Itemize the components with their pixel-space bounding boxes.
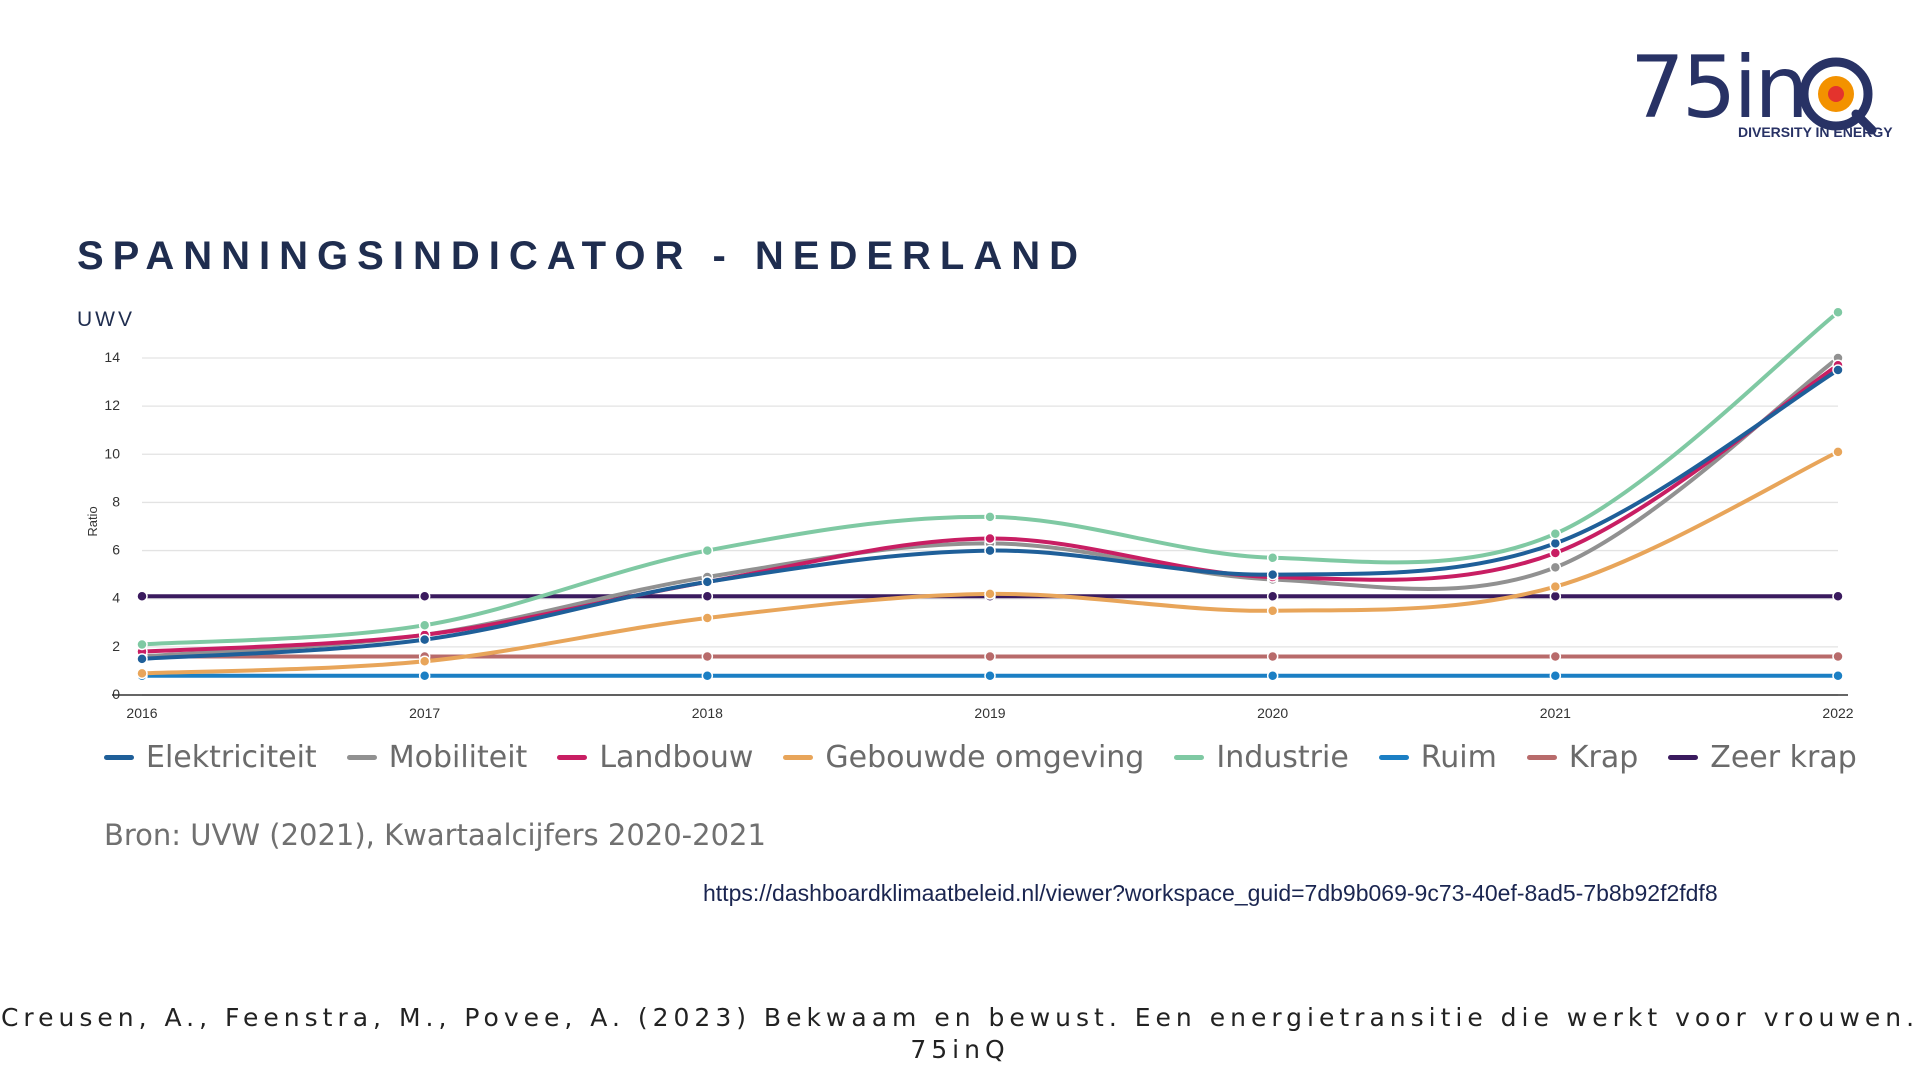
legend-item: Mobiliteit	[346, 740, 528, 775]
data-point	[1549, 561, 1562, 574]
legend-label: Krap	[1568, 740, 1639, 775]
logo-text: 75in	[1630, 38, 1809, 138]
source-link[interactable]: https://dashboardklimaatbeleid.nl/viewer…	[703, 880, 1718, 906]
data-point	[1832, 590, 1844, 603]
y-tick-label: 14	[104, 349, 120, 365]
legend-swatch	[783, 755, 814, 760]
data-point	[1549, 590, 1562, 603]
legend-swatch	[1526, 755, 1557, 760]
data-point	[1266, 605, 1279, 617]
data-point	[136, 667, 148, 680]
data-point	[418, 590, 431, 603]
data-point	[136, 638, 148, 651]
data-point	[418, 669, 431, 682]
data-point	[984, 511, 996, 523]
legend-item: Gebouwde omgeving	[783, 740, 1144, 775]
data-point	[418, 633, 431, 646]
x-tick-label: 2016	[126, 705, 157, 721]
data-source-label: UWV	[77, 308, 135, 331]
data-point	[1266, 590, 1279, 603]
logo-subtitle: DIVERSITY IN ENERGY	[1738, 124, 1893, 140]
data-point	[1832, 364, 1844, 376]
data-point	[984, 588, 996, 600]
y-tick-label: 0	[112, 686, 120, 702]
data-point	[984, 532, 996, 545]
data-point	[1832, 669, 1844, 682]
legend-swatch	[1378, 755, 1409, 760]
data-point	[1549, 580, 1562, 593]
data-point	[418, 619, 431, 631]
legend-item: Krap	[1526, 740, 1639, 775]
data-point	[1549, 669, 1562, 682]
line-chart: 0 2 4 6 8 10 12 14 2016 2017 2018 2019 2020 2021 2022 R…	[85, 306, 1854, 721]
data-point	[136, 653, 148, 665]
data-point	[701, 612, 714, 624]
legend-label: Zeer krap	[1710, 740, 1857, 775]
y-tick-label: 12	[104, 397, 120, 413]
data-point	[1549, 527, 1562, 540]
y-tick-label: 10	[104, 445, 120, 461]
data-point	[1266, 650, 1279, 663]
legend-label: Gebouwde omgeving	[825, 740, 1145, 775]
y-axis-label: Ratio	[85, 506, 100, 536]
y-tick-label: 8	[112, 493, 120, 509]
legend-swatch	[1668, 755, 1699, 760]
legend-label: Elektriciteit	[146, 740, 317, 775]
legend-swatch	[346, 755, 377, 760]
legend-item: Landbouw	[557, 740, 753, 775]
data-point	[136, 590, 148, 603]
legend-swatch	[1174, 755, 1205, 760]
legend-item: Industrie	[1174, 740, 1349, 775]
x-tick-label: 2020	[1257, 705, 1288, 721]
logo: 75in DIVERSITY IN ENERGY	[1630, 38, 1893, 150]
legend-item: Ruim	[1378, 740, 1497, 775]
citation-line-2: 75inQ	[910, 1035, 1010, 1064]
legend-swatch	[104, 755, 134, 760]
source-note: Bron: UVW (2021), Kwartaalcijfers 2020-2…	[104, 818, 766, 852]
data-point	[1549, 547, 1562, 559]
data-point	[701, 590, 714, 603]
x-tick-label: 2017	[409, 705, 440, 721]
citation: Creusen, A., Feenstra, M., Povee, A. (20…	[0, 1002, 1920, 1066]
y-tick-label: 6	[112, 542, 120, 558]
data-point	[418, 655, 431, 668]
x-tick-label: 2018	[692, 705, 723, 721]
data-point	[1832, 446, 1844, 458]
citation-line-1: Creusen, A., Feenstra, M., Povee, A. (20…	[0, 1003, 1920, 1032]
series-line-landbouw	[140, 363, 1840, 654]
x-tick-label: 2019	[974, 705, 1005, 721]
x-tick-label: 2021	[1540, 705, 1571, 721]
data-point	[984, 544, 996, 557]
x-tick-label: 2022	[1822, 705, 1853, 721]
y-tick-label: 2	[112, 638, 120, 654]
chart-legend: Elektriciteit Mobiliteit Landbouw Gebouwde …	[104, 740, 1887, 775]
data-point	[1549, 537, 1562, 550]
legend-item: Elektriciteit	[104, 740, 317, 775]
data-point	[701, 576, 714, 588]
data-point	[1266, 568, 1279, 581]
data-point	[1832, 306, 1844, 319]
data-point	[701, 669, 714, 682]
legend-label: Industrie	[1216, 740, 1349, 775]
logo-q-icon	[1799, 57, 1877, 135]
y-tick-label: 4	[112, 590, 120, 606]
legend-swatch	[557, 755, 588, 760]
data-point	[1832, 650, 1844, 663]
data-point	[1549, 650, 1562, 663]
legend-item: Zeer krap	[1668, 740, 1857, 775]
data-point	[1266, 552, 1279, 564]
page-title: SPANNINGSINDICATOR - NEDERLAND	[77, 234, 1088, 278]
data-point	[984, 669, 996, 682]
data-point	[984, 650, 996, 663]
legend-label: Landbouw	[599, 740, 754, 775]
series-line-mobiliteit	[140, 356, 1840, 659]
data-point	[701, 650, 714, 663]
data-point	[1266, 669, 1279, 682]
legend-label: Mobiliteit	[388, 740, 528, 775]
data-point	[701, 544, 714, 557]
legend-label: Ruim	[1420, 740, 1497, 775]
